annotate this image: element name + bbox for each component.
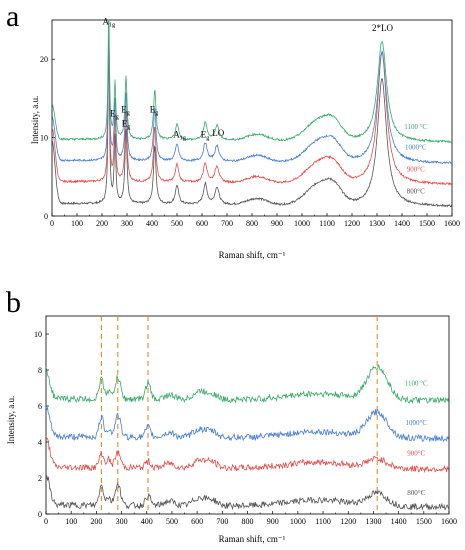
- panel-b-temp-label: 800°C: [407, 489, 425, 497]
- a-x-tick-label: 1000: [294, 219, 310, 228]
- panel-a-series-line: [51, 19, 453, 144]
- b-y-tick-label: 8: [38, 366, 42, 375]
- panel-b-frame: [45, 315, 450, 515]
- panel-b-temp-label: 1100 °C: [405, 379, 428, 387]
- a-x-tick-label: 1300: [369, 219, 385, 228]
- panel-b-x-axis-label: Raman shift, cm⁻¹: [219, 534, 286, 544]
- panel-a-peak-label: Eg: [121, 105, 130, 117]
- panel-a-series-line: [51, 35, 453, 165]
- b-plot-border: [45, 315, 450, 515]
- panel-a-peak-label: A1g: [173, 130, 186, 142]
- a-x-tick-label: 700: [221, 219, 233, 228]
- panel-a-temp-label: 800°C: [407, 187, 425, 195]
- b-x-tick-label: 600: [191, 517, 203, 526]
- a-x-tick-label: 200: [96, 219, 108, 228]
- panel-a-series-line: [51, 45, 453, 186]
- b-y-tick-label: 2: [38, 474, 42, 483]
- panel-a-peak-label: Eg: [150, 105, 159, 117]
- b-x-tick-label: 1600: [441, 517, 457, 526]
- panel-a-x-axis-label: Raman shift, cm⁻¹: [219, 250, 286, 260]
- b-x-tick-label: 900: [267, 517, 279, 526]
- b-x-tick-label: 200: [90, 517, 102, 526]
- a-x-tick-label: 1100: [319, 219, 335, 228]
- b-x-tick-label: 1100: [315, 517, 331, 526]
- b-y-tick-label: 4: [38, 438, 42, 447]
- b-x-tick-label: 0: [44, 517, 48, 526]
- panel-a-temp-label: 900°C: [407, 165, 425, 173]
- panel-b-letter: b: [6, 286, 21, 319]
- panel-a-peak-label: 2*LO: [372, 23, 393, 33]
- panel-b-y-axis-label: Intensity, a.u.: [6, 396, 16, 444]
- b-x-tick-label: 100: [65, 517, 77, 526]
- panel-a-series: [51, 19, 453, 208]
- a-x-tick-label: 1600: [444, 219, 460, 228]
- panel-b-dashed-guides: [100, 316, 378, 514]
- a-y-tick-label: 10: [40, 134, 48, 143]
- panel-a-series-line: [51, 56, 453, 208]
- panel-a-peak-label: Eg: [201, 130, 210, 142]
- a-x-tick-label: 100: [71, 219, 83, 228]
- b-y-tick-label: 10: [34, 330, 42, 339]
- a-x-tick-label: 500: [171, 219, 183, 228]
- panel-b-temp-label: 900°C: [407, 450, 425, 458]
- panel-b-temp-label: 1000°C: [406, 419, 428, 427]
- panel-b-series-line: [45, 364, 450, 405]
- panel-a-peak-label: A1g: [103, 17, 116, 29]
- a-x-tick-label: 1500: [419, 219, 435, 228]
- b-x-tick-label: 400: [141, 517, 153, 526]
- a-y-tick-label: 20: [40, 55, 48, 64]
- a-x-tick-label: 300: [121, 219, 133, 228]
- a-x-tick-label: 400: [146, 219, 158, 228]
- a-x-tick-label: 0: [50, 219, 54, 228]
- panel-b-series-line: [45, 405, 450, 443]
- panel-b: b 0 100 200 300 400 500 600 700 800 900 1000 1100 12…: [6, 286, 457, 544]
- panel-a-temp-label: 1100 °C: [404, 123, 427, 131]
- b-x-tick-label: 1300: [365, 517, 381, 526]
- a-x-tick-label: 1200: [344, 219, 360, 228]
- panel-a-y-axis-label: Intensity, a.u.: [30, 96, 40, 144]
- panel-a-temp-label: 1000°C: [405, 143, 427, 151]
- b-x-tick-label: 800: [242, 517, 254, 526]
- panel-a-letter: a: [6, 0, 19, 33]
- panel-a-peak-label: LO: [212, 128, 224, 138]
- b-x-tick-label: 1000: [290, 517, 306, 526]
- panel-a-peak-label: Eg: [122, 119, 131, 131]
- b-x-tick-label: 500: [166, 517, 178, 526]
- b-y-tick-label: 6: [38, 402, 42, 411]
- a-x-tick-label: 1400: [394, 219, 410, 228]
- panel-b-series-line: [45, 435, 450, 474]
- b-y-tick-label: 0: [38, 510, 42, 519]
- a-x-tick-label: 900: [271, 219, 283, 228]
- a-x-tick-label: 800: [246, 219, 258, 228]
- panel-b-y-ticks: 0 2 4 6 8 10: [34, 330, 49, 519]
- panel-b-temperature-labels: 800°C 900°C 1000°C 1100 °C: [405, 379, 428, 497]
- panel-a-x-ticks: 0 100 200 300 400 500 600 700 800 900 1000 1100 1200…: [50, 213, 460, 228]
- b-x-tick-label: 1400: [391, 517, 407, 526]
- panel-a-y-ticks: 0 10 20: [40, 55, 55, 221]
- b-x-tick-label: 1200: [340, 517, 356, 526]
- b-x-tick-label: 700: [216, 517, 228, 526]
- panel-b-series-line: [45, 475, 450, 511]
- panel-a: a 0 100 200 300 400 500 600 700 800 900 1000 1100 12…: [6, 0, 460, 260]
- a-y-tick-label: 0: [44, 212, 48, 221]
- panel-a-peak-label: Eg: [110, 108, 119, 120]
- b-x-tick-label: 300: [116, 517, 128, 526]
- panel-b-x-ticks: 0 100 200 300 400 500 600 700 800 900 1000 1100 1200…: [44, 511, 457, 526]
- a-x-tick-label: 600: [196, 219, 208, 228]
- panel-b-series: [45, 364, 450, 511]
- b-x-tick-label: 1500: [416, 517, 432, 526]
- panel-a-temperature-labels: 800°C 900°C 1000°C 1100 °C: [404, 123, 427, 195]
